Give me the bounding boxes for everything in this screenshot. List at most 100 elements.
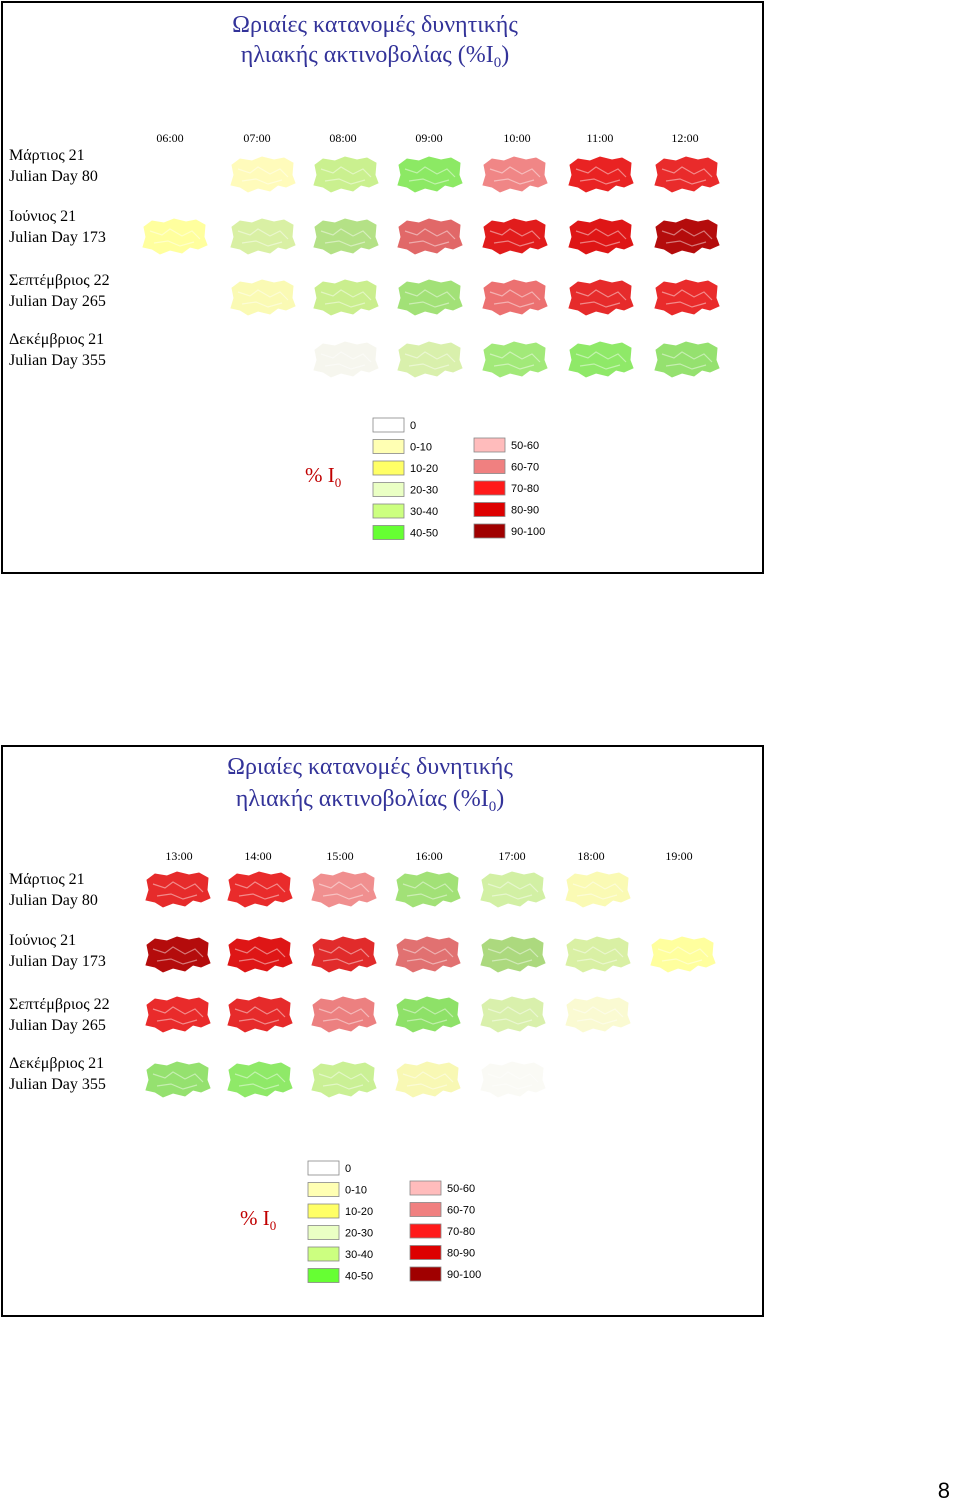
map-shape <box>145 996 211 1033</box>
map-shape <box>313 341 379 378</box>
map-thumbnail <box>480 996 546 1033</box>
map-shape <box>482 218 548 255</box>
map-texture <box>575 289 627 308</box>
map-thumbnail <box>145 1061 211 1098</box>
map-texture <box>237 228 289 247</box>
map-texture <box>152 946 204 965</box>
legend-swatch <box>372 503 405 519</box>
map-texture <box>661 228 713 247</box>
map-texture <box>572 1006 624 1025</box>
legend-label: 0 <box>410 420 416 432</box>
legend-label: 20-30 <box>345 1227 373 1239</box>
map-shape <box>311 996 377 1033</box>
legend-swatch <box>473 459 506 474</box>
map-shape <box>227 871 293 908</box>
map-texture <box>318 881 370 900</box>
row-day: Julian Day 355 <box>9 352 106 369</box>
map-texture <box>234 946 286 965</box>
legend-swatch <box>307 1268 340 1283</box>
map-shape <box>145 936 211 973</box>
row-month: Δεκέμβριος 21 <box>9 1055 104 1072</box>
title-text: ) <box>496 786 504 812</box>
title-text: ) <box>501 42 509 68</box>
legend-label: 10-20 <box>345 1206 373 1218</box>
slide-frame <box>1 745 764 1317</box>
map-thumbnail <box>482 218 548 255</box>
legend-label: 0-10 <box>345 1184 367 1196</box>
time-label: 10:00 <box>503 131 530 145</box>
map-shape <box>482 341 548 378</box>
legend-label: 20-30 <box>410 484 438 496</box>
map-thumbnail <box>397 156 463 193</box>
slide-title: Ωριαίες κατανομές δυνητικής <box>232 12 518 38</box>
map-thumbnail <box>230 279 296 316</box>
map-shape <box>480 996 546 1033</box>
map-texture <box>572 946 624 965</box>
map-texture <box>572 881 624 900</box>
legend-swatch <box>409 1202 442 1217</box>
legend-label: 0-10 <box>410 441 432 453</box>
map-shape <box>480 871 546 908</box>
map-texture <box>318 1006 370 1025</box>
row-day: Julian Day 173 <box>9 229 106 246</box>
time-label: 07:00 <box>243 131 270 145</box>
map-shape <box>650 936 716 973</box>
map-shape <box>482 156 548 193</box>
map-shape <box>395 996 461 1033</box>
map-thumbnail <box>565 996 631 1033</box>
map-texture <box>487 1006 539 1025</box>
map-shape <box>311 936 377 973</box>
row-month: Ιούνιος 21 <box>9 208 76 225</box>
map-texture <box>489 351 541 370</box>
map-texture <box>575 166 627 185</box>
map-thumbnail <box>230 156 296 193</box>
map-texture <box>402 1006 454 1025</box>
map-thumbnail <box>145 871 211 908</box>
map-thumbnail <box>482 279 548 316</box>
map-texture <box>318 946 370 965</box>
map-texture <box>237 166 289 185</box>
map-thumbnail <box>568 218 634 255</box>
map-thumbnail <box>227 1061 293 1098</box>
legend-swatch <box>409 1245 442 1260</box>
map-texture <box>489 289 541 308</box>
map-shape <box>395 871 461 908</box>
map-shape <box>311 871 377 908</box>
map-shape <box>568 341 634 378</box>
map-thumbnail <box>568 279 634 316</box>
map-thumbnail <box>313 279 379 316</box>
map-shape <box>654 341 720 378</box>
time-label: 08:00 <box>329 131 356 145</box>
map-shape <box>397 341 463 378</box>
time-label: 18:00 <box>577 849 604 863</box>
legend-swatch <box>307 1225 340 1240</box>
legend-label: 30-40 <box>410 506 438 518</box>
map-texture <box>320 166 372 185</box>
time-label: 19:00 <box>665 849 692 863</box>
map-thumbnail <box>311 871 377 908</box>
map-shape <box>142 218 208 255</box>
map-thumbnail <box>565 871 631 908</box>
title-subscript: 0 <box>489 799 497 815</box>
legend-symbol-text: % I <box>305 463 335 487</box>
map-texture <box>489 166 541 185</box>
slide-title: ηλιακής ακτινοβολίας (%I0) <box>241 42 510 71</box>
time-label: 06:00 <box>156 131 183 145</box>
legend-swatch <box>307 1246 340 1262</box>
map-texture <box>661 289 713 308</box>
slide-frame <box>1 1 764 574</box>
time-label: 15:00 <box>326 849 353 863</box>
slide-title: Ωριαίες κατανομές δυνητικής <box>227 754 513 780</box>
map-thumbnail <box>311 996 377 1033</box>
map-shape <box>227 1061 293 1098</box>
map-thumbnail <box>145 996 211 1033</box>
map-thumbnail <box>482 341 548 378</box>
map-shape <box>395 936 461 973</box>
row-day: Julian Day 80 <box>9 892 98 909</box>
map-texture <box>661 166 713 185</box>
map-shape <box>397 218 463 255</box>
map-shape <box>397 156 463 193</box>
map-thumbnail <box>654 279 720 316</box>
legend-swatch <box>473 523 506 539</box>
